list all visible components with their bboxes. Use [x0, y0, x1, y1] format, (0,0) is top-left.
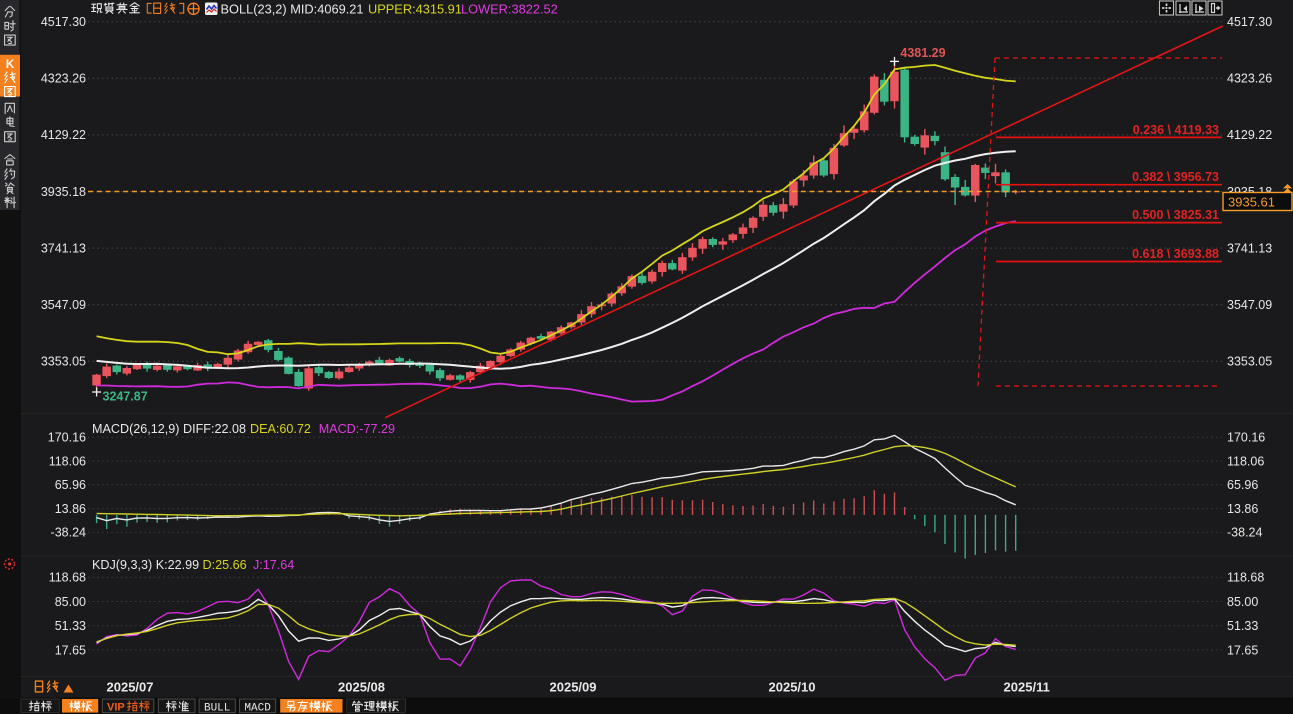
svg-text:51.33: 51.33 — [55, 619, 86, 633]
svg-text:3353.05: 3353.05 — [1227, 355, 1272, 369]
svg-text:4129.22: 4129.22 — [1227, 128, 1272, 142]
svg-text:170.16: 170.16 — [1227, 431, 1265, 445]
svg-text:85.00: 85.00 — [1227, 595, 1258, 609]
svg-text:4323.26: 4323.26 — [1227, 72, 1272, 86]
svg-text:3547.09: 3547.09 — [1227, 298, 1272, 312]
svg-text:2025/10: 2025/10 — [769, 679, 816, 694]
svg-text:K: K — [6, 57, 15, 71]
svg-text:-38.24: -38.24 — [51, 526, 86, 540]
svg-text:MACD:-77.29: MACD:-77.29 — [319, 422, 395, 436]
svg-text:0.618 \ 3693.88: 0.618 \ 3693.88 — [1132, 247, 1219, 261]
svg-text:BOLL(23,2) MID:4069.21: BOLL(23,2) MID:4069.21 — [221, 1, 364, 16]
svg-text:3741.13: 3741.13 — [41, 241, 86, 255]
svg-text:2025/09: 2025/09 — [550, 679, 597, 694]
svg-text:13.86: 13.86 — [55, 502, 86, 516]
svg-text:MACD: MACD — [244, 702, 271, 714]
svg-text:D:25.66: D:25.66 — [203, 558, 247, 572]
svg-text:51.33: 51.33 — [1227, 619, 1258, 633]
svg-text:65.96: 65.96 — [55, 478, 86, 492]
svg-text:0.382 \ 3956.73: 0.382 \ 3956.73 — [1132, 170, 1219, 184]
svg-text:BULL: BULL — [204, 702, 230, 714]
svg-text:3547.09: 3547.09 — [41, 298, 86, 312]
svg-text:4323.26: 4323.26 — [41, 72, 86, 86]
svg-text:3935.18: 3935.18 — [41, 185, 86, 199]
svg-text:118.06: 118.06 — [49, 454, 86, 468]
svg-text:13.86: 13.86 — [1227, 502, 1258, 516]
svg-text:0.500 \ 3825.31: 0.500 \ 3825.31 — [1132, 208, 1219, 222]
svg-text:17.65: 17.65 — [1227, 643, 1258, 657]
svg-text:DEA:60.72: DEA:60.72 — [250, 422, 311, 436]
svg-text:-38.24: -38.24 — [1227, 526, 1262, 540]
svg-text:65.96: 65.96 — [1227, 478, 1258, 492]
svg-text:17.65: 17.65 — [55, 643, 86, 657]
svg-text:3247.87: 3247.87 — [103, 390, 148, 404]
svg-text:0.236 \ 4119.33: 0.236 \ 4119.33 — [1133, 123, 1219, 137]
svg-text:2025/11: 2025/11 — [1004, 679, 1050, 694]
svg-text:MACD(26,12,9) DIFF:22.08: MACD(26,12,9) DIFF:22.08 — [92, 422, 246, 436]
svg-text:2025/07: 2025/07 — [107, 679, 154, 694]
svg-text:85.00: 85.00 — [55, 595, 86, 609]
svg-text:VIP: VIP — [107, 702, 125, 714]
svg-text:3741.13: 3741.13 — [1227, 241, 1272, 255]
svg-text:LOWER:3822.52: LOWER:3822.52 — [461, 1, 558, 16]
svg-text:4517.30: 4517.30 — [41, 15, 86, 29]
svg-text:118.68: 118.68 — [1227, 571, 1264, 585]
svg-text:4129.22: 4129.22 — [41, 128, 86, 142]
svg-text:118.06: 118.06 — [1227, 454, 1264, 468]
svg-text:UPPER:4315.91: UPPER:4315.91 — [368, 1, 462, 16]
svg-text:J:17.64: J:17.64 — [253, 558, 294, 572]
svg-text:3935.61: 3935.61 — [1228, 194, 1275, 209]
svg-text:KDJ(9,3,3) K:22.99: KDJ(9,3,3) K:22.99 — [92, 558, 199, 572]
svg-text:4517.30: 4517.30 — [1227, 15, 1272, 29]
svg-text:3353.05: 3353.05 — [41, 355, 86, 369]
svg-text:2025/08: 2025/08 — [338, 679, 385, 694]
svg-text:4381.29: 4381.29 — [900, 46, 945, 60]
svg-text:170.16: 170.16 — [48, 431, 86, 445]
svg-text:118.68: 118.68 — [49, 571, 86, 585]
